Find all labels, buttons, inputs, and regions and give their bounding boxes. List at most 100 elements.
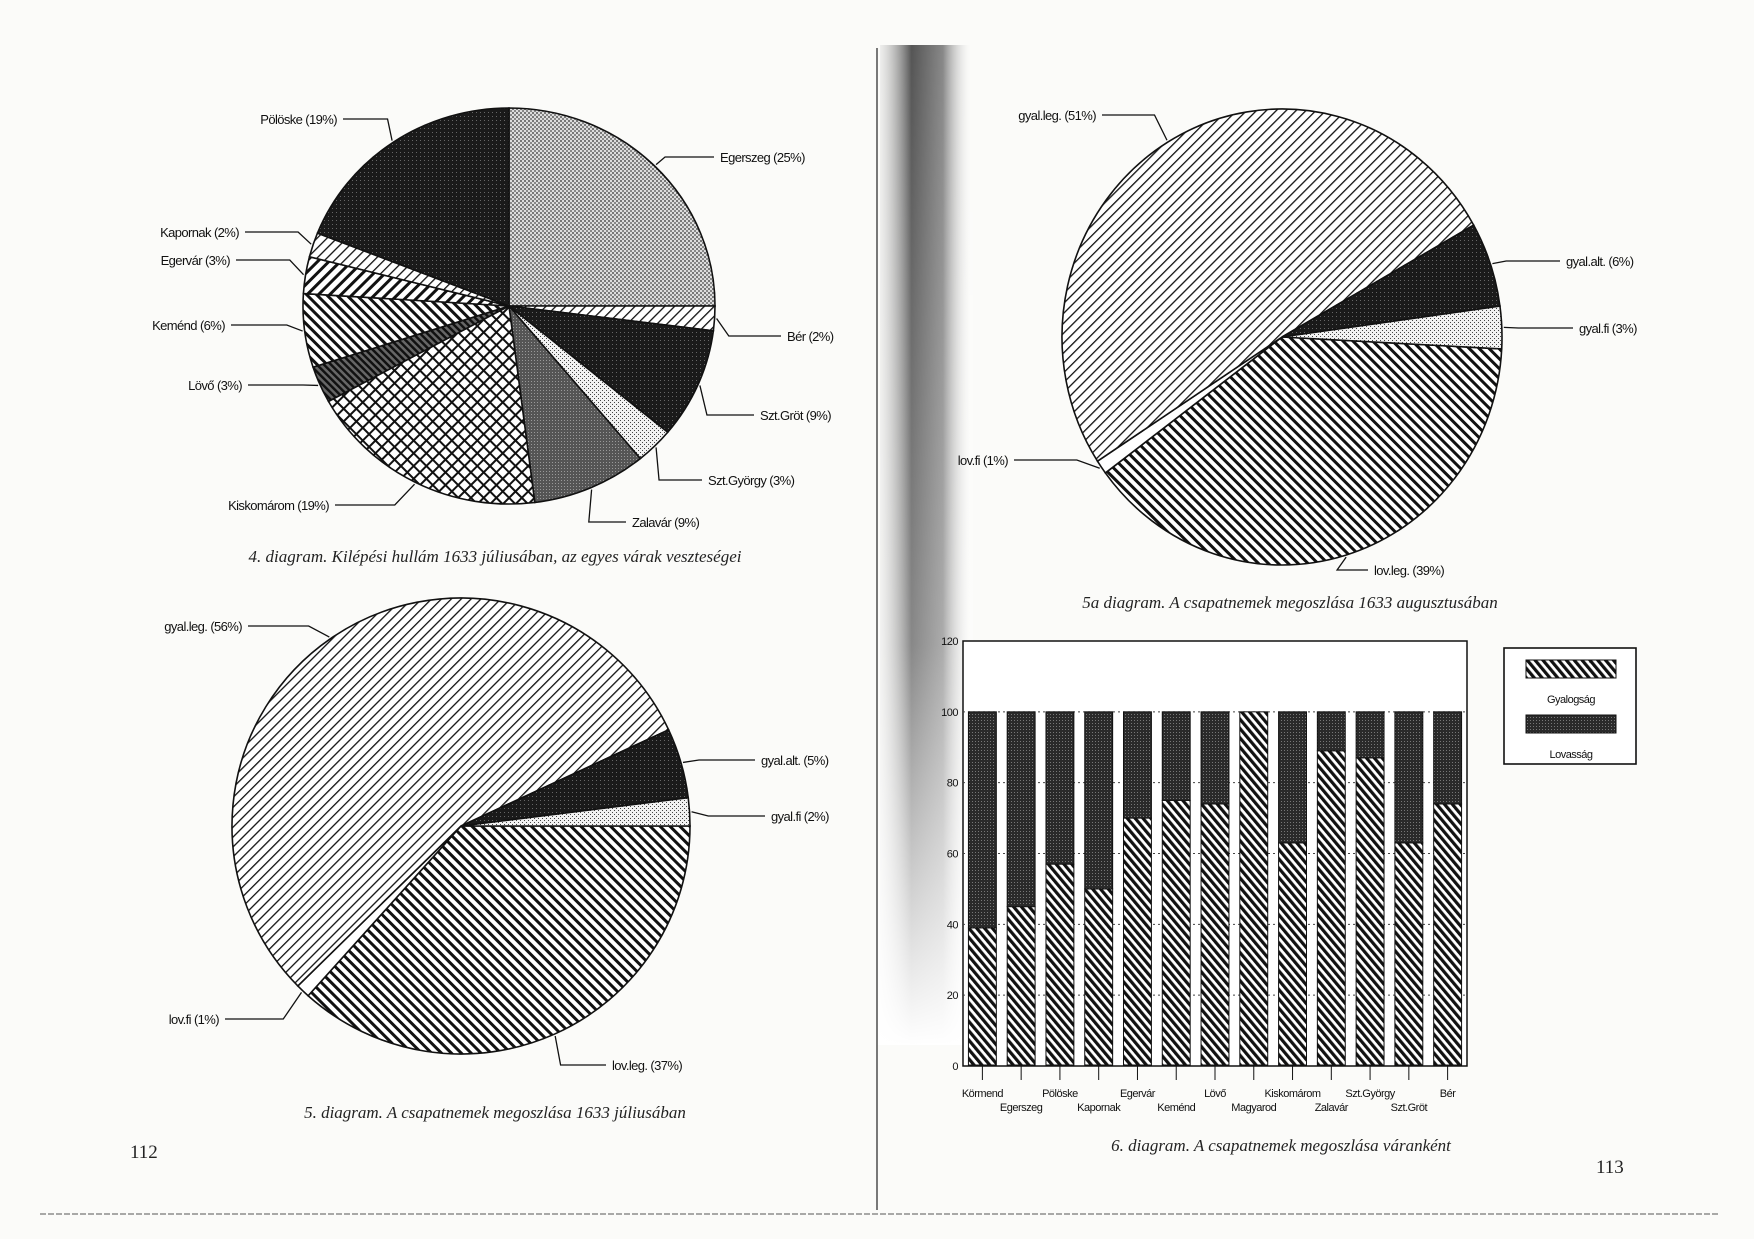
legend-swatch-lovassag	[1525, 714, 1617, 734]
y-tick-label: 40	[947, 919, 959, 931]
bar-lovassag	[1161, 711, 1191, 801]
leader-line	[588, 489, 626, 523]
x-tick-label: Körmend	[962, 1088, 1004, 1100]
bar-lovassag	[1200, 711, 1230, 805]
slice-label: Kapornak (2%)	[160, 225, 239, 240]
leader-line	[554, 1035, 606, 1066]
leader-line	[231, 324, 303, 332]
pie-slice	[316, 107, 510, 308]
bar-gyalogsag	[967, 927, 997, 1066]
leader-line	[245, 231, 312, 245]
page-number-left: 112	[130, 1142, 158, 1163]
caption-diagram-6: 6. diagram. A csapatnemek megoszlása vár…	[1111, 1136, 1452, 1155]
x-tick-label: Lövő	[1204, 1088, 1226, 1100]
bar-lovassag	[1394, 711, 1424, 844]
bar-lovassag	[967, 711, 997, 929]
slice-label: Szt.György (3%)	[708, 473, 795, 488]
leader-line	[236, 259, 305, 276]
page-number-right: 113	[1596, 1157, 1624, 1178]
bar-gyalogsag	[1200, 803, 1230, 1066]
slice-label: Pölöske (19%)	[260, 112, 337, 127]
x-tick-label: Keménd	[1157, 1102, 1195, 1114]
pie-chart-diagram-5: lov.leg. (37%) lov.fi (1%) gyal.leg. (56%)…	[164, 597, 830, 1073]
bar-lovassag	[1355, 711, 1385, 759]
leader-line	[1014, 459, 1100, 469]
leader-line	[655, 156, 714, 166]
x-tick-label: Magyarod	[1231, 1102, 1276, 1114]
slice-label: gyal.alt. (6%)	[1566, 254, 1634, 269]
slice-label: lov.fi (1%)	[958, 453, 1008, 468]
leader-line	[691, 811, 765, 817]
x-tick-label: Szt.György	[1345, 1088, 1395, 1100]
pie-slice	[1281, 305, 1503, 350]
slice-label: gyal.leg. (56%)	[164, 619, 242, 634]
pie-slice	[327, 304, 536, 505]
bar-gyalogsag	[1123, 817, 1152, 1066]
caption-diagram-5a: 5a diagram. A csapatnemek megoszlása 163…	[1082, 593, 1497, 612]
leader-line	[1492, 260, 1560, 265]
bar-gyalogsag	[1355, 757, 1385, 1066]
y-tick-label: 60	[947, 849, 959, 861]
pie-slice	[306, 825, 691, 1055]
slice-label: Bér (2%)	[787, 329, 834, 344]
bar-lovassag	[1123, 711, 1152, 819]
pie-slice	[508, 107, 716, 307]
x-tick-label: Zalavár	[1315, 1102, 1349, 1114]
bar-gyalogsag	[1239, 711, 1269, 1066]
leader-line	[248, 625, 330, 638]
x-tick-label: Egervár	[1120, 1088, 1156, 1100]
leader-line	[343, 118, 393, 141]
pie-chart-diagram-4: Egerszeg (25%) Bér (2%) Szt.Gröt (9%) Szt.G…	[152, 107, 834, 530]
leader-line	[1102, 114, 1168, 141]
bar-gyalogsag	[1394, 842, 1424, 1066]
pie-chart-diagram-5a: lov.leg. (39%) lov.fi (1%) gyal.leg. (51%)…	[958, 108, 1638, 578]
slice-label: gyal.fi (3%)	[1579, 321, 1637, 336]
bar-lovassag	[1278, 711, 1307, 844]
leader-line	[1335, 556, 1368, 571]
y-tick-label: 0	[952, 1061, 958, 1073]
slice-label: lov.fi (1%)	[169, 1012, 219, 1027]
pie-slice	[506, 304, 715, 434]
slice-label: Zalavár (9%)	[632, 515, 699, 530]
x-tick-label: Kiskomárom	[1264, 1088, 1320, 1100]
leader-line	[682, 759, 755, 764]
slice-label: Lövő (3%)	[188, 378, 242, 393]
bar-gyalogsag	[1084, 888, 1114, 1066]
bar-lovassag	[1045, 711, 1075, 865]
slice-label: gyal.fi (2%)	[771, 809, 829, 824]
bar-gyalogsag	[1433, 803, 1463, 1066]
leader-line	[335, 483, 416, 506]
bar-lovassag	[1006, 711, 1036, 908]
slice-label: gyal.leg. (51%)	[1018, 108, 1096, 123]
x-tick-label: Egerszeg	[1000, 1102, 1043, 1114]
bar-lovassag	[1433, 711, 1463, 805]
y-tick-label: 100	[941, 707, 958, 719]
leader-line	[225, 992, 303, 1020]
slice-label: Szt.Gröt (9%)	[760, 408, 831, 423]
pie-slice	[1061, 108, 1475, 463]
gutter-fade	[878, 45, 973, 1045]
bar-lovassag	[1316, 711, 1346, 752]
leader-line	[1503, 326, 1573, 329]
legend-label-gyalogsag: Gyalogság	[1547, 694, 1595, 706]
bar-gyalogsag	[1045, 863, 1075, 1066]
pie-slice	[460, 796, 691, 827]
leader-line	[655, 447, 702, 481]
leader-line	[716, 318, 781, 337]
pie-slice	[507, 303, 642, 504]
slice-label: lov.leg. (37%)	[612, 1058, 682, 1073]
caption-diagram-4: 4. diagram. Kilépési hullám 1633 júliusá…	[249, 547, 742, 566]
y-tick-label: 120	[941, 636, 958, 648]
slice-label: Egerszeg (25%)	[720, 150, 805, 165]
x-tick-label: Bér	[1440, 1088, 1456, 1100]
bar-chart-diagram-6: 0 20 40 60 80 100 120 Körmend Egerszeg Pölöske Kap…	[941, 636, 1637, 1114]
bar-gyalogsag	[1161, 799, 1191, 1066]
slice-label: Kiskomárom (19%)	[228, 498, 329, 513]
caption-diagram-5: 5. diagram. A csapatnemek megoszlása 163…	[304, 1103, 686, 1122]
legend-label-lovassag: Lovasság	[1549, 749, 1592, 761]
leader-line	[699, 385, 754, 416]
x-tick-label: Pölöske	[1042, 1088, 1078, 1100]
pie-slice	[1104, 336, 1503, 566]
